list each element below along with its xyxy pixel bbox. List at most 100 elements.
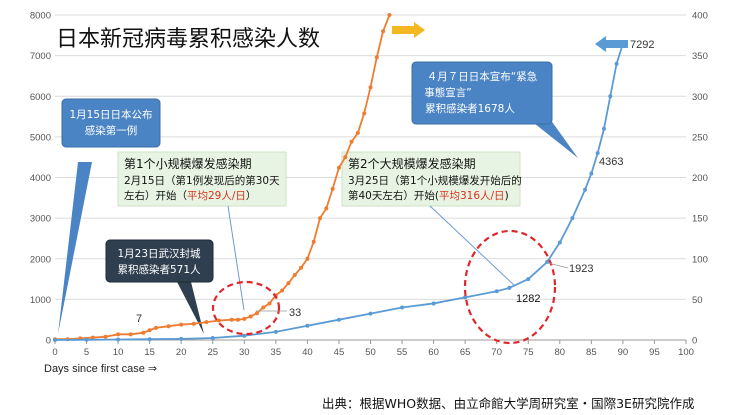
orange-series-point (141, 330, 146, 335)
orange-series-point (318, 216, 323, 221)
x-tick-label: 5 (84, 347, 89, 358)
label-1282: 1282 (516, 293, 540, 305)
x-tick-label: 15 (144, 347, 155, 358)
orange-series-point (286, 281, 291, 286)
x-tick-label: 90 (618, 347, 629, 358)
orange-series-point (311, 239, 316, 244)
blue-series-point (494, 289, 499, 294)
callout-box1-pointer (58, 162, 92, 334)
callout-box2 (105, 239, 214, 283)
x-tick-label: 40 (302, 347, 313, 358)
series-layer (53, 13, 625, 342)
orange-series-point (381, 29, 386, 34)
x-tick-label: 75 (523, 347, 534, 358)
y-left-tick-label: 2000 (30, 254, 51, 265)
y-left-tick-label: 6000 (30, 92, 51, 103)
phase1-line3: 左右）开始（平均29人/日） (124, 189, 256, 202)
blue-series-point (601, 126, 606, 131)
callout-box3-line3: 累积感染者1678人 (425, 102, 515, 115)
y-left-tick-label: 5000 (30, 132, 51, 143)
orange-series-point (305, 256, 310, 261)
blue-series-point (431, 301, 436, 306)
blue-series-point (273, 329, 278, 334)
x-tick-label: 50 (365, 347, 376, 358)
orange-series-point (368, 85, 373, 90)
orange-series-point (267, 301, 272, 306)
x-tick-label: 20 (176, 347, 187, 358)
label-1923: 1923 (569, 263, 593, 275)
x-tick-label: 80 (555, 347, 566, 358)
blue-series-point (210, 335, 215, 340)
x-tick-label: 60 (428, 347, 439, 358)
y-right-tick-label: 0 (692, 336, 697, 347)
blue-series-point (147, 337, 152, 342)
orange-series-point (299, 265, 304, 270)
orange-series-point (355, 130, 360, 135)
orange-series-point (336, 165, 341, 170)
callout-box2-line2: 累积感染者571人 (117, 263, 201, 276)
label-7292: 7292 (630, 39, 654, 51)
blue-series-point (116, 337, 121, 342)
blue-series-point (242, 333, 247, 338)
orange-series-point (103, 334, 108, 339)
y-right-tick-label: 300 (692, 92, 708, 103)
x-tick-label: 95 (649, 347, 660, 358)
y-right-tick-label: 200 (692, 173, 708, 184)
blue-series-point (526, 277, 531, 282)
callout-box3 (411, 61, 553, 125)
y-right-tick-label: 350 (692, 51, 708, 62)
callout-box2-pointer (175, 278, 204, 334)
y-left-tick-label: 1000 (30, 295, 51, 306)
orange-series-point (292, 273, 297, 277)
y-axis-left: 0 1000 2000 3000 4000 5000 6000 7000 8000 (30, 11, 51, 347)
phase1-line1: 第1个小规模爆发感染期 (124, 156, 252, 171)
x-tick-label: 10 (113, 347, 124, 358)
x-tick-label: 55 (397, 347, 408, 358)
label-1923-leader (547, 262, 569, 269)
orange-series-point (191, 321, 196, 326)
orange-series-point (179, 322, 184, 327)
blue-series-point (305, 323, 310, 328)
x-axis-label: Days since first case ⇒ (44, 363, 158, 375)
orange-series-point (261, 305, 266, 310)
y-axis-right: 0 50 100 150 200 250 300 350 400 (692, 11, 708, 347)
x-tick-label: 35 (271, 347, 282, 358)
orange-series-arrow-icon (392, 22, 425, 38)
orange-series-point (374, 55, 379, 60)
orange-series-point (349, 139, 354, 144)
callout-box3-line1: ４月７日日本宣布“紧急 (427, 70, 537, 83)
callout-box1-line1: 1月15日日本公布 (69, 108, 152, 121)
orange-series-point (235, 317, 240, 322)
blue-series-point (570, 216, 575, 221)
orange-series-point (166, 324, 171, 329)
x-tick-label: 0 (52, 347, 57, 358)
y-left-tick-label: 4000 (30, 173, 51, 184)
y-left-tick-label: 8000 (30, 11, 51, 22)
callout-box1-line2: 感染第一例 (85, 124, 138, 137)
phase1-circle (211, 280, 281, 336)
orange-series-point (204, 320, 209, 325)
orange-series-point (324, 206, 329, 211)
phase2-line1: 第2个大规模爆发感染期 (348, 156, 476, 171)
blue-series-point (400, 305, 405, 310)
blue-series-point (557, 240, 562, 245)
y-right-tick-label: 50 (692, 295, 703, 306)
blue-series-point (179, 336, 184, 341)
blue-series-point (614, 61, 619, 66)
orange-series-point (128, 332, 133, 337)
chart-title: 日本新冠病毒累积感染人数 (56, 27, 320, 52)
x-tick-label: 70 (491, 347, 502, 358)
phase1-leader (227, 205, 245, 311)
y-right-tick-label: 250 (692, 132, 708, 143)
y-left-tick-label: 7000 (30, 51, 51, 62)
orange-series-point (248, 314, 253, 319)
source-caption: 出典：根据WHO数据、由立命館大学周研究室・国際3E研究院作成 (322, 396, 695, 411)
blue-series-point (368, 311, 373, 316)
orange-series-point (90, 335, 95, 340)
phase2-line3: 第40天左右）开始(平均316人/日) (348, 189, 509, 202)
blue-series-point (336, 317, 341, 322)
callout-box1 (61, 98, 161, 148)
phase1-box (117, 151, 287, 207)
x-axis: 0 5 10 15 20 25 30 35 40 45 50 55 60 65 70 75 80 85 90 95 10… (52, 339, 694, 358)
label-33: 33 (289, 307, 301, 319)
